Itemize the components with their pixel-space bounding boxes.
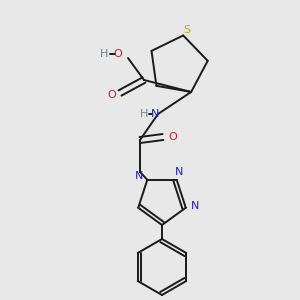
Text: N: N [151,109,159,119]
Text: H: H [100,49,108,59]
Text: H: H [140,109,148,119]
Text: S: S [184,26,191,35]
Text: N: N [175,167,183,177]
Text: N: N [135,171,143,181]
Text: O: O [114,49,122,59]
Text: O: O [169,132,177,142]
Text: N: N [190,201,199,211]
Text: O: O [108,90,116,100]
